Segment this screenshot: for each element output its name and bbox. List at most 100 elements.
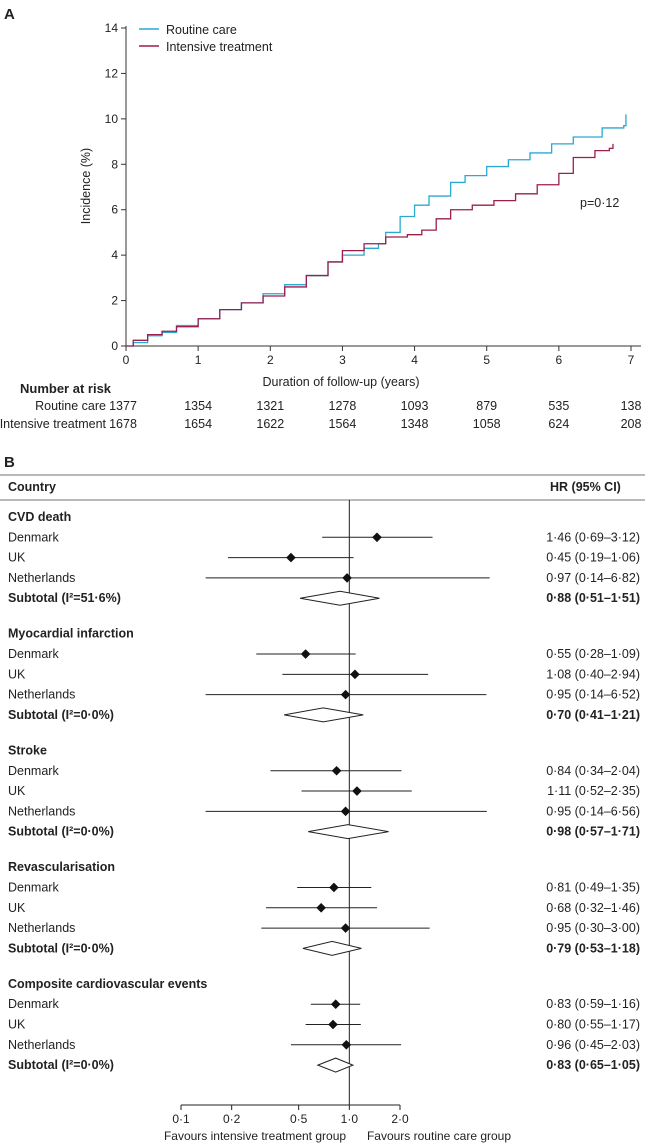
header-hr: HR (95% CI) — [550, 480, 621, 494]
y-tick-label: 4 — [111, 248, 118, 262]
x-tick-label: 1 — [195, 353, 202, 367]
risk-value: 624 — [548, 417, 569, 431]
risk-value: 1321 — [256, 399, 284, 413]
y-tick-label: 10 — [105, 112, 119, 126]
risk-row-label: Intensive treatment — [0, 417, 107, 431]
subtotal-hr-value: 0·83 (0·65–1·05) — [546, 1058, 640, 1072]
y-axis-label: Incidence (%) — [79, 148, 93, 224]
group-title: CVD death — [8, 510, 71, 524]
forest-x-tick-label: 2·0 — [391, 1112, 409, 1126]
row-label-denmark: Denmark — [8, 764, 59, 778]
p-value-annotation: p=0·12 — [580, 196, 619, 210]
panel-a-label: A — [4, 6, 15, 23]
x-tick-label: 5 — [483, 353, 490, 367]
risk-value: 1058 — [473, 417, 501, 431]
forest-rows: CVD death Denmark 1·46 (0·69–3·12) UK 0·45 (… — [8, 500, 640, 1105]
risk-value: 1622 — [256, 417, 284, 431]
risk-value: 879 — [476, 399, 497, 413]
point-estimate-marker — [286, 552, 296, 563]
panel-a-series — [126, 114, 627, 347]
x-tick-label: 0 — [123, 353, 130, 367]
row-label-denmark: Denmark — [8, 880, 59, 894]
risk-value: 138 — [621, 399, 642, 413]
row-label-netherlands: Netherlands — [8, 688, 75, 702]
point-estimate-marker — [328, 1019, 338, 1030]
favours-routine-label: Favours routine care group — [367, 1129, 511, 1143]
point-estimate-marker — [342, 573, 352, 583]
subtotal-label: Subtotal (I²=0·0%) — [8, 825, 114, 839]
panel-b-label: B — [4, 454, 15, 471]
point-estimate-marker — [331, 765, 342, 776]
series-line-routine-care — [126, 114, 627, 347]
hr-value: 0·80 (0·55–1·17) — [546, 1018, 640, 1032]
risk-value: 1377 — [109, 399, 137, 413]
hr-value: 0·81 (0·49–1·35) — [546, 880, 640, 894]
forest-x-tick-label: 0·2 — [223, 1112, 241, 1126]
panel-a-legend: Routine care Intensive treatment — [139, 23, 273, 54]
hr-value: 0·95 (0·14–6·56) — [546, 804, 640, 818]
number-at-risk-table: Number at risk Routine care 1377 1354 1321 1… — [0, 381, 641, 431]
subtotal-hr-value: 0·79 (0·53–1·18) — [546, 941, 640, 955]
number-at-risk-title: Number at risk — [20, 381, 112, 396]
risk-value: 1278 — [329, 399, 357, 413]
y-tick-label: 2 — [111, 294, 118, 308]
row-label-denmark: Denmark — [8, 647, 59, 661]
panel-b-forest-plot: B Country HR (95% CI) CVD death Denmark 1·… — [0, 454, 645, 1143]
subtotal-label: Subtotal (I²=51·6%) — [8, 591, 121, 605]
hr-value: 0·95 (0·14–6·52) — [546, 688, 640, 702]
point-estimate-marker — [350, 669, 360, 680]
x-tick-label: 7 — [628, 353, 635, 367]
risk-value: 1354 — [184, 399, 212, 413]
risk-value: 208 — [621, 417, 642, 431]
hr-value: 1·46 (0·69–3·12) — [546, 530, 640, 544]
point-estimate-marker — [316, 902, 326, 913]
legend-label-intensive-treatment: Intensive treatment — [166, 40, 273, 54]
group-title: Myocardial infarction — [8, 627, 134, 641]
row-label-uk: UK — [8, 901, 26, 915]
row-label-netherlands: Netherlands — [8, 1038, 75, 1052]
subtotal-label: Subtotal (I²=0·0%) — [8, 941, 114, 955]
subtotal-diamond — [284, 707, 364, 723]
subtotal-label: Subtotal (I²=0·0%) — [8, 708, 114, 722]
point-estimate-marker — [330, 999, 341, 1009]
subtotal-diamond — [308, 824, 389, 840]
y-tick-label: 6 — [111, 203, 118, 217]
forest-x-tick-label: 1·0 — [341, 1112, 359, 1126]
x-axis-label: Duration of follow-up (years) — [262, 375, 419, 389]
y-tick-label: 12 — [105, 66, 119, 80]
hr-value: 0·45 (0·19–1·06) — [546, 551, 640, 565]
risk-value: 1564 — [329, 417, 357, 431]
forest-x-tick-label: 0·5 — [290, 1112, 308, 1126]
hr-value: 1·11 (0·52–2·35) — [547, 784, 640, 798]
forest-x-tick-label: 0·1 — [172, 1112, 190, 1126]
row-label-uk: UK — [8, 551, 26, 565]
subtotal-diamond — [302, 940, 362, 956]
hr-value: 0·97 (0·14–6·82) — [546, 571, 640, 585]
x-tick-label: 6 — [556, 353, 563, 367]
row-label-denmark: Denmark — [8, 997, 59, 1011]
point-estimate-marker — [372, 532, 382, 543]
subtotal-hr-value: 0·88 (0·51–1·51) — [546, 591, 640, 605]
risk-value: 1093 — [401, 399, 429, 413]
subtotal-hr-value: 0·70 (0·41–1·21) — [546, 708, 640, 722]
point-estimate-marker — [352, 786, 362, 796]
hr-value: 0·55 (0·28–1·09) — [546, 647, 640, 661]
hr-value: 0·96 (0·45–2·03) — [546, 1038, 640, 1052]
point-estimate-marker — [341, 1040, 352, 1050]
x-tick-label: 3 — [339, 353, 346, 367]
point-estimate-marker — [300, 649, 311, 659]
hr-value: 0·84 (0·34–2·04) — [546, 764, 640, 778]
row-label-uk: UK — [8, 1018, 26, 1032]
group-title: Revascularisation — [8, 860, 115, 874]
risk-value: 1678 — [109, 417, 137, 431]
legend-label-routine-care: Routine care — [166, 23, 237, 37]
x-tick-label: 4 — [411, 353, 418, 367]
subtotal-hr-value: 0·98 (0·57–1·71) — [546, 825, 640, 839]
point-estimate-marker — [340, 923, 351, 933]
hr-value: 0·83 (0·59–1·16) — [546, 997, 640, 1011]
risk-value: 1654 — [184, 417, 212, 431]
row-label-uk: UK — [8, 784, 26, 798]
point-estimate-marker — [340, 689, 351, 700]
